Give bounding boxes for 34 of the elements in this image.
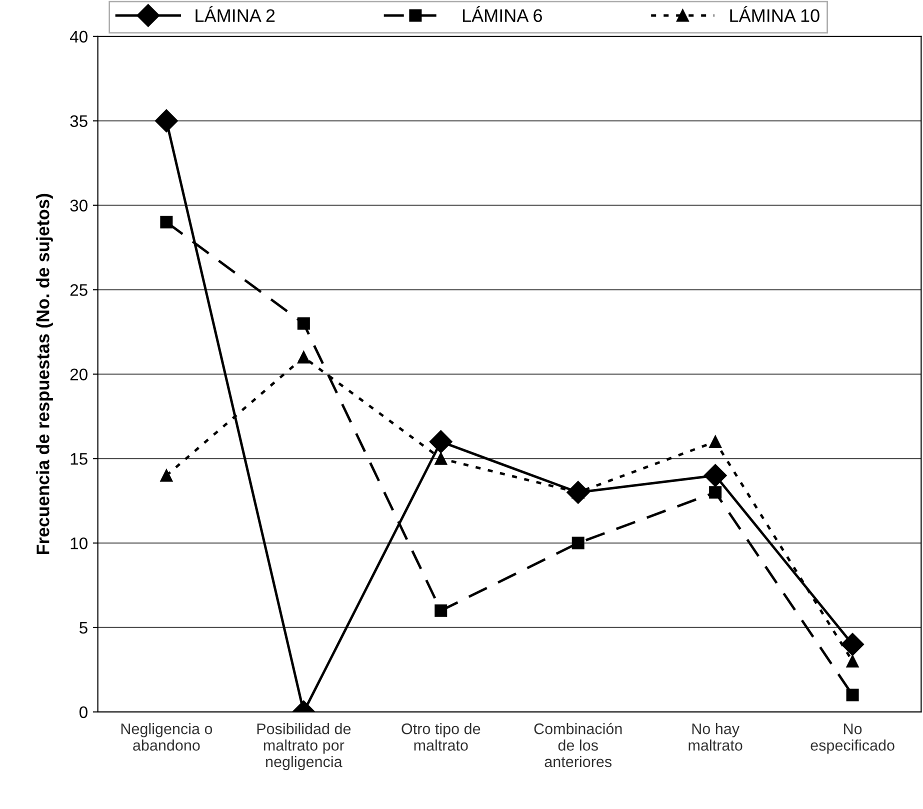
point <box>160 216 173 228</box>
point <box>846 655 859 668</box>
y-tick-label: 40 <box>70 30 88 43</box>
point <box>434 604 448 617</box>
point <box>704 464 727 487</box>
y-tick-label: 5 <box>80 622 88 634</box>
y-tick-label: 20 <box>70 368 88 380</box>
legend-label: LÁMINA 10 <box>730 6 820 22</box>
x-tick-label: Otro tipo de maltrato <box>402 723 480 751</box>
x-tick-label: Combinación de los anteriores <box>534 722 622 768</box>
point <box>297 317 310 330</box>
legend-label: LÁMINA 6 <box>462 6 542 22</box>
point <box>160 469 173 482</box>
y-tick-label: 25 <box>70 284 88 296</box>
x-tick-label: Negligencia o abandono <box>121 723 212 751</box>
x-tick-label: Posibilidad de maltrato por negligencia <box>257 723 351 770</box>
point <box>429 430 452 454</box>
point <box>709 435 722 448</box>
y-tick-label: 15 <box>70 453 88 465</box>
x-tick-label: No hay maltrato <box>688 723 742 751</box>
legend-label: LÁMINA 2 <box>196 6 275 22</box>
point <box>846 688 859 702</box>
y-tick-label: 0 <box>80 706 88 718</box>
point <box>572 536 584 550</box>
point <box>434 452 448 465</box>
y-tick-label: 10 <box>70 537 88 550</box>
point <box>154 109 178 132</box>
y-tick-label: 35 <box>70 115 88 128</box>
y-tick-label: 30 <box>70 200 88 212</box>
x-tick-label: No especificado <box>810 724 894 754</box>
point <box>709 486 722 499</box>
y-axis-title: Frecuencia de respuestas (No. de sujetos) <box>36 194 53 554</box>
point <box>841 632 864 656</box>
point <box>297 351 310 364</box>
